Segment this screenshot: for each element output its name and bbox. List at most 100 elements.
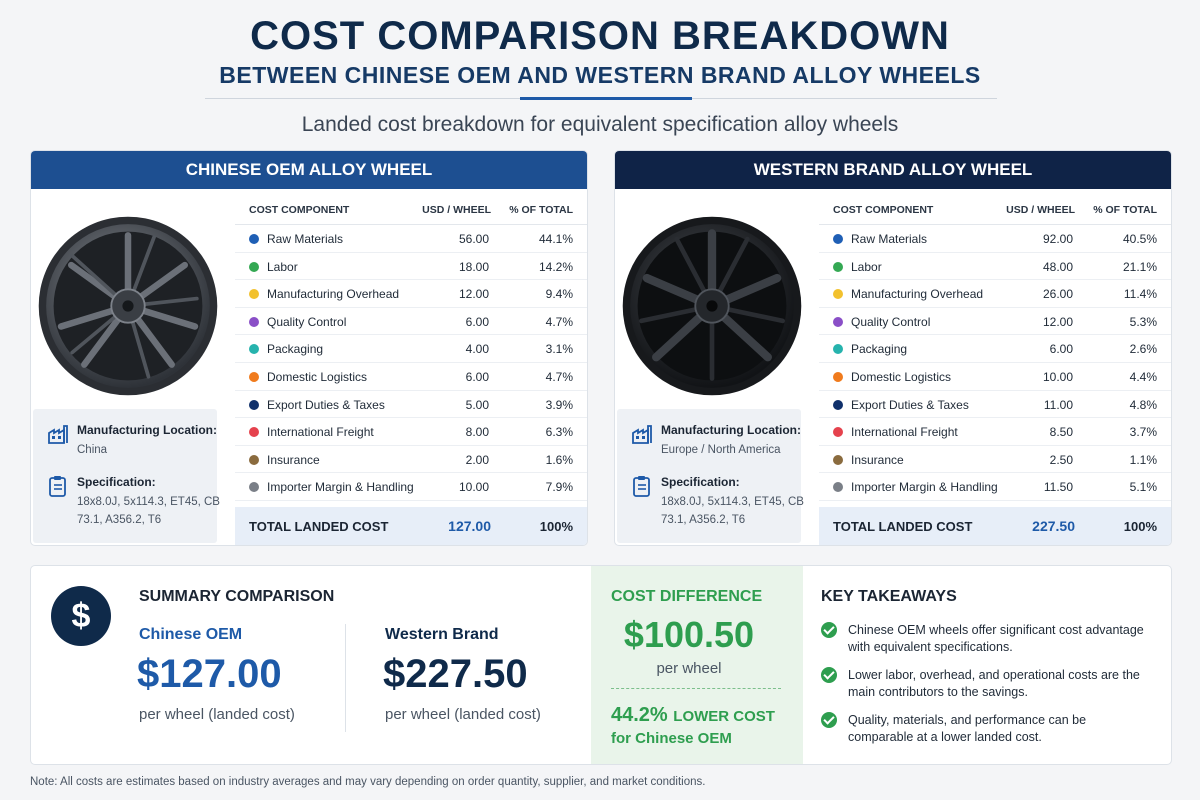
- takeaway-text: Lower labor, overhead, and operational c…: [848, 668, 1140, 699]
- table-row: International Freight 8.00 6.3%: [235, 418, 587, 446]
- legend-dot: [833, 399, 843, 410]
- component-name: Labor: [267, 259, 298, 274]
- legend-dot: [249, 371, 259, 382]
- component-usd: 4.00: [465, 342, 489, 357]
- component-name: Insurance: [851, 452, 904, 467]
- component-pct: 4.7%: [545, 369, 573, 384]
- chinese-location-label: Manufacturing Location:: [77, 423, 217, 437]
- western-summary-price: $227.50: [383, 652, 528, 696]
- table-row: International Freight 8.50 3.7%: [819, 418, 1171, 446]
- header-pct: % OF TOTAL: [509, 204, 573, 216]
- component-name: Quality Control: [851, 314, 931, 329]
- summary-divider: [345, 624, 346, 732]
- western-summary-label: Western Brand: [385, 626, 499, 643]
- table-row: Insurance 2.50 1.1%: [819, 446, 1171, 474]
- table-row: Quality Control 6.00 4.7%: [235, 308, 587, 336]
- legend-dot: [249, 234, 259, 244]
- footnote: Note: All costs are estimates based on i…: [30, 776, 706, 788]
- diff-percent-label: LOWER COST: [673, 708, 775, 725]
- legend-dot: [249, 482, 259, 493]
- component-pct: 2.6%: [1129, 342, 1157, 357]
- chinese-rows: Raw Materials 56.00 44.1% Labor 18.00 14.2% Ma…: [235, 225, 587, 501]
- component-pct: 6.3%: [545, 425, 573, 440]
- legend-dot: [249, 454, 259, 465]
- diff-percent-line: 44.2% LOWER COST: [611, 704, 775, 727]
- component-name: Raw Materials: [267, 232, 344, 246]
- component-pct: 7.9%: [545, 480, 573, 495]
- component-pct: 4.7%: [545, 314, 573, 329]
- component-pct: 4.8%: [1129, 397, 1157, 412]
- chinese-cost-table: COST COMPONENT USD / WHEEL % OF TOTAL Ra…: [235, 189, 587, 545]
- component-usd: 6.00: [465, 369, 489, 384]
- chinese-wheel-image: [38, 216, 218, 396]
- legend-dot: [833, 344, 843, 355]
- component-usd: 18.00: [458, 259, 489, 274]
- table-row: Labor 48.00 21.1%: [819, 253, 1171, 281]
- component-name: Domestic Logistics: [851, 369, 952, 384]
- header-pct: % OF TOTAL: [1093, 204, 1157, 216]
- check-icon: [821, 622, 837, 638]
- table-row: Importer Margin & Handling 11.50 5.1%: [819, 473, 1171, 501]
- component-name: Importer Margin & Handling: [851, 480, 998, 495]
- chinese-oem-panel: CHINESE OEM ALLOY WHEEL: [30, 150, 588, 546]
- dollar-icon: $: [51, 586, 111, 646]
- component-pct: 9.4%: [545, 287, 573, 302]
- total-label: TOTAL LANDED COST: [833, 519, 973, 534]
- table-row: Importer Margin & Handling 10.00 7.9%: [235, 473, 587, 501]
- component-name: Labor: [851, 259, 882, 274]
- summary-title: SUMMARY COMPARISON: [139, 588, 335, 605]
- table-row: Packaging 6.00 2.6%: [819, 335, 1171, 363]
- component-pct: 21.1%: [1122, 259, 1157, 274]
- western-location-value: Europe / North America: [661, 444, 781, 456]
- takeaway-text: Quality, materials, and performance can …: [848, 713, 1087, 744]
- table-row: Labor 18.00 14.2%: [235, 253, 587, 281]
- table-row: Manufacturing Overhead 26.00 11.4%: [819, 280, 1171, 308]
- table-header: COST COMPONENT USD / WHEEL % OF TOTAL: [819, 189, 1171, 225]
- component-usd: 10.00: [458, 480, 489, 495]
- legend-dot: [249, 399, 259, 410]
- chinese-spec-label: Specification:: [77, 475, 156, 489]
- chinese-summary-price: $127.00: [137, 652, 282, 696]
- total-pct: 100%: [1123, 519, 1157, 534]
- header-usd: USD / WHEEL: [1006, 204, 1075, 216]
- legend-dot: [833, 289, 843, 300]
- chinese-spec-value: 18x8.0J, 5x114.3, ET45, CB 73.1, A356.2,…: [77, 496, 220, 526]
- component-name: Domestic Logistics: [267, 369, 368, 384]
- chinese-location-value: China: [77, 444, 108, 456]
- chinese-summary-label: Chinese OEM: [139, 626, 243, 643]
- legend-dot: [249, 289, 259, 300]
- western-panel-title: WESTERN BRAND ALLOY WHEEL: [615, 151, 1171, 189]
- chinese-total-row: TOTAL LANDED COST 127.00 100%: [235, 507, 587, 545]
- legend-dot: [833, 454, 843, 465]
- header-component: COST COMPONENT: [249, 204, 350, 216]
- diff-sub: per wheel: [656, 660, 722, 677]
- check-icon: [821, 712, 837, 728]
- legend-dot: [249, 261, 259, 272]
- western-summary-sub: per wheel (landed cost): [385, 706, 541, 723]
- component-usd: 11.50: [1043, 480, 1073, 495]
- western-location-label: Manufacturing Location:: [661, 423, 801, 437]
- table-row: Export Duties & Taxes 11.00 4.8%: [819, 391, 1171, 419]
- table-row: Packaging 4.00 3.1%: [235, 335, 587, 363]
- legend-dot: [833, 482, 843, 493]
- legend-dot: [833, 261, 843, 272]
- component-pct: 1.1%: [1129, 452, 1157, 467]
- component-usd: 6.00: [1049, 342, 1073, 357]
- header-component: COST COMPONENT: [833, 204, 934, 216]
- component-name: Insurance: [267, 452, 320, 467]
- western-spec-label: Specification:: [661, 475, 740, 489]
- component-pct: 5.1%: [1129, 480, 1157, 495]
- component-pct: 3.1%: [545, 342, 573, 357]
- table-row: Insurance 2.00 1.6%: [235, 446, 587, 474]
- page-subtitle: BETWEEN CHINESE OEM AND WESTERN BRAND AL…: [219, 62, 981, 88]
- western-wheel-image: [622, 216, 802, 396]
- western-brand-panel: WESTERN BRAND ALLOY WHEEL: [614, 150, 1172, 546]
- component-name: Export Duties & Taxes: [267, 397, 385, 412]
- table-row: Raw Materials 92.00 40.5%: [819, 225, 1171, 253]
- page-tagline: Landed cost breakdown for equivalent spe…: [301, 113, 899, 136]
- component-pct: 44.1%: [538, 232, 573, 246]
- western-cost-table: COST COMPONENT USD / WHEEL % OF TOTAL Ra…: [819, 189, 1171, 545]
- western-total-row: TOTAL LANDED COST 227.50 100%: [819, 507, 1171, 545]
- total-label: TOTAL LANDED COST: [249, 519, 389, 534]
- component-pct: 14.2%: [538, 259, 573, 274]
